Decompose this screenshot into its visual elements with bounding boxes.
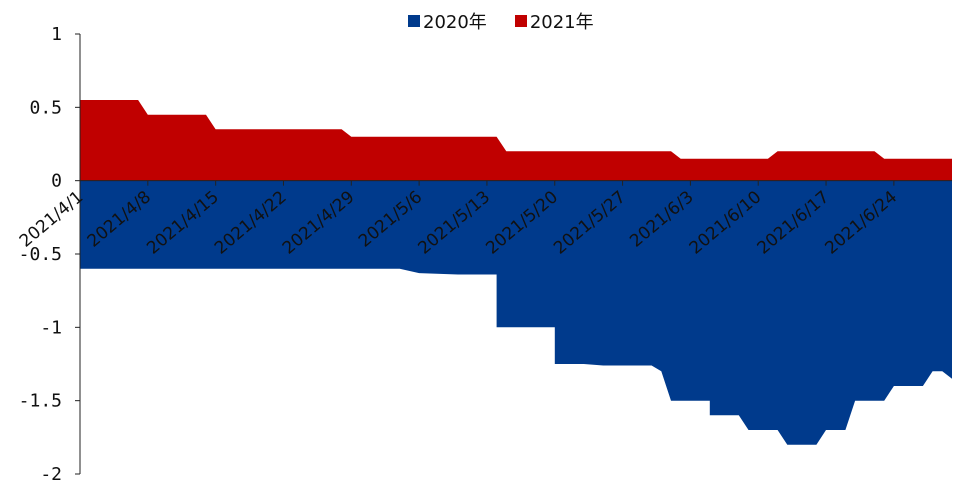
legend-label-2021: 2021年 (529, 12, 594, 33)
y-tick-label: -1 (40, 317, 62, 338)
legend-label-2020: 2020年 (423, 12, 487, 33)
y-tick-label: 0 (51, 171, 62, 192)
legend-swatch-2021 (514, 15, 527, 27)
legend-item-2020: 2020年 (408, 8, 487, 34)
y-tick-label: 0.5 (29, 97, 62, 118)
legend-item-2021: 2021年 (514, 8, 594, 34)
x-tick-label: 2021/4/1 (16, 187, 87, 251)
legend: 2020年 2021年 (408, 8, 594, 34)
legend-swatch-2020 (408, 15, 420, 27)
series-area-1 (80, 100, 952, 181)
y-tick-label: 1 (51, 24, 62, 45)
y-tick-label: -0.5 (19, 244, 62, 265)
y-tick-label: -2 (40, 464, 62, 482)
y-tick-label: -1.5 (19, 391, 62, 412)
series-area-0 (80, 180, 952, 445)
